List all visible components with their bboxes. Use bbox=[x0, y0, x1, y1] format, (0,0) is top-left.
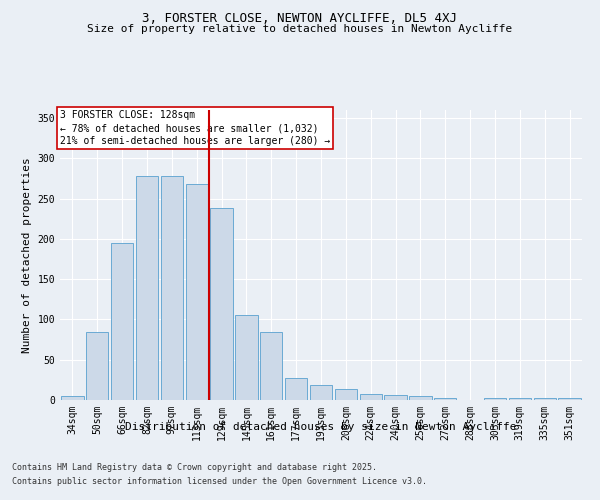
Y-axis label: Number of detached properties: Number of detached properties bbox=[22, 157, 32, 353]
Bar bbox=[185, 184, 208, 400]
Text: Size of property relative to detached houses in Newton Aycliffe: Size of property relative to detached ho… bbox=[88, 24, 512, 34]
Bar bbox=[359, 394, 382, 400]
Bar bbox=[260, 332, 283, 400]
Bar bbox=[509, 398, 531, 400]
Text: 3 FORSTER CLOSE: 128sqm
← 78% of detached houses are smaller (1,032)
21% of semi: 3 FORSTER CLOSE: 128sqm ← 78% of detache… bbox=[60, 110, 330, 146]
Text: Contains HM Land Registry data © Crown copyright and database right 2025.: Contains HM Land Registry data © Crown c… bbox=[12, 464, 377, 472]
Bar bbox=[86, 332, 109, 400]
Bar bbox=[385, 395, 407, 400]
Bar bbox=[136, 176, 158, 400]
Text: Distribution of detached houses by size in Newton Aycliffe: Distribution of detached houses by size … bbox=[125, 422, 517, 432]
Bar bbox=[161, 176, 183, 400]
Text: 3, FORSTER CLOSE, NEWTON AYCLIFFE, DL5 4XJ: 3, FORSTER CLOSE, NEWTON AYCLIFFE, DL5 4… bbox=[143, 12, 458, 26]
Bar bbox=[559, 398, 581, 400]
Bar bbox=[484, 398, 506, 400]
Bar bbox=[235, 316, 257, 400]
Bar bbox=[211, 208, 233, 400]
Bar bbox=[434, 398, 457, 400]
Bar bbox=[111, 243, 133, 400]
Bar bbox=[310, 384, 332, 400]
Text: Contains public sector information licensed under the Open Government Licence v3: Contains public sector information licen… bbox=[12, 477, 427, 486]
Bar bbox=[409, 396, 431, 400]
Bar bbox=[533, 398, 556, 400]
Bar bbox=[335, 388, 357, 400]
Bar bbox=[285, 378, 307, 400]
Bar bbox=[61, 396, 83, 400]
